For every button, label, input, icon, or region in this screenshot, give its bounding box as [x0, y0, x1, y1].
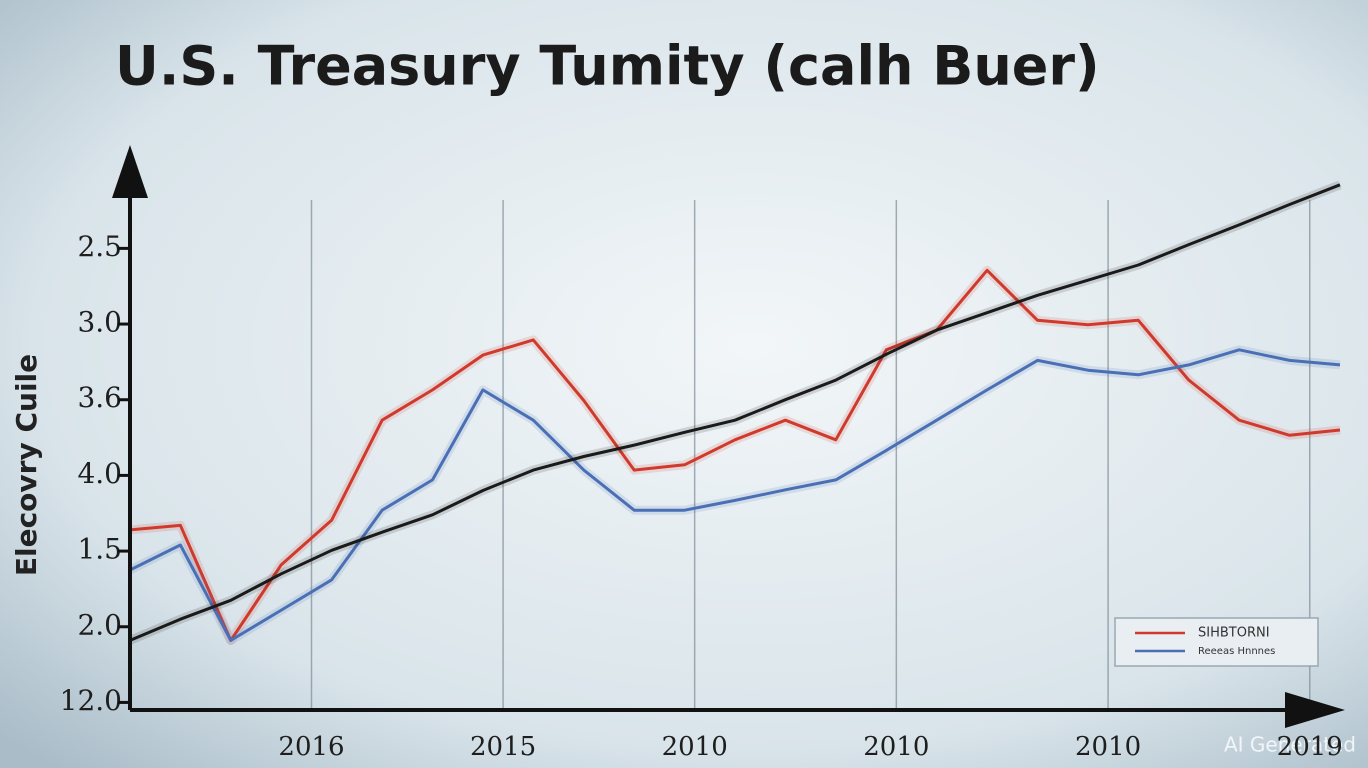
y-axis-label: Elecovry Cuile [10, 354, 43, 576]
x-tick-label: 2010 [863, 732, 929, 762]
x-tick-label: 2016 [278, 732, 344, 762]
watermark: AI Generated [1224, 733, 1356, 757]
y-tick-label: 3.6 [77, 381, 122, 414]
x-axis-arrow [1285, 692, 1345, 728]
y-tick-label: 12.0 [60, 684, 122, 717]
series-line [129, 183, 1341, 642]
x-tick-label: 2010 [1075, 732, 1141, 762]
chart-title: U.S. Treasury Tumity (calh Buer) [115, 35, 1100, 98]
x-tick-label: 2015 [470, 732, 536, 762]
plot [128, 180, 1342, 645]
y-tick-label: 2.0 [77, 608, 122, 641]
y-tick-label: 4.0 [77, 457, 122, 490]
y-axis-arrow [112, 145, 148, 198]
y-tick-label: 2.5 [77, 230, 122, 263]
x-tick-label: 2019 [1277, 732, 1343, 762]
legend-box [1114, 617, 1319, 667]
legend [1114, 617, 1319, 667]
y-tick-label: 3.0 [77, 306, 122, 339]
y-tick-label: 1.5 [77, 533, 122, 566]
legend-label: Reeeas Hnnnes [1198, 646, 1275, 657]
x-tick-label: 2010 [662, 732, 728, 762]
series-line [129, 268, 1341, 642]
legend-label: SIHBTORNI [1198, 626, 1270, 641]
series-line [129, 348, 1341, 642]
